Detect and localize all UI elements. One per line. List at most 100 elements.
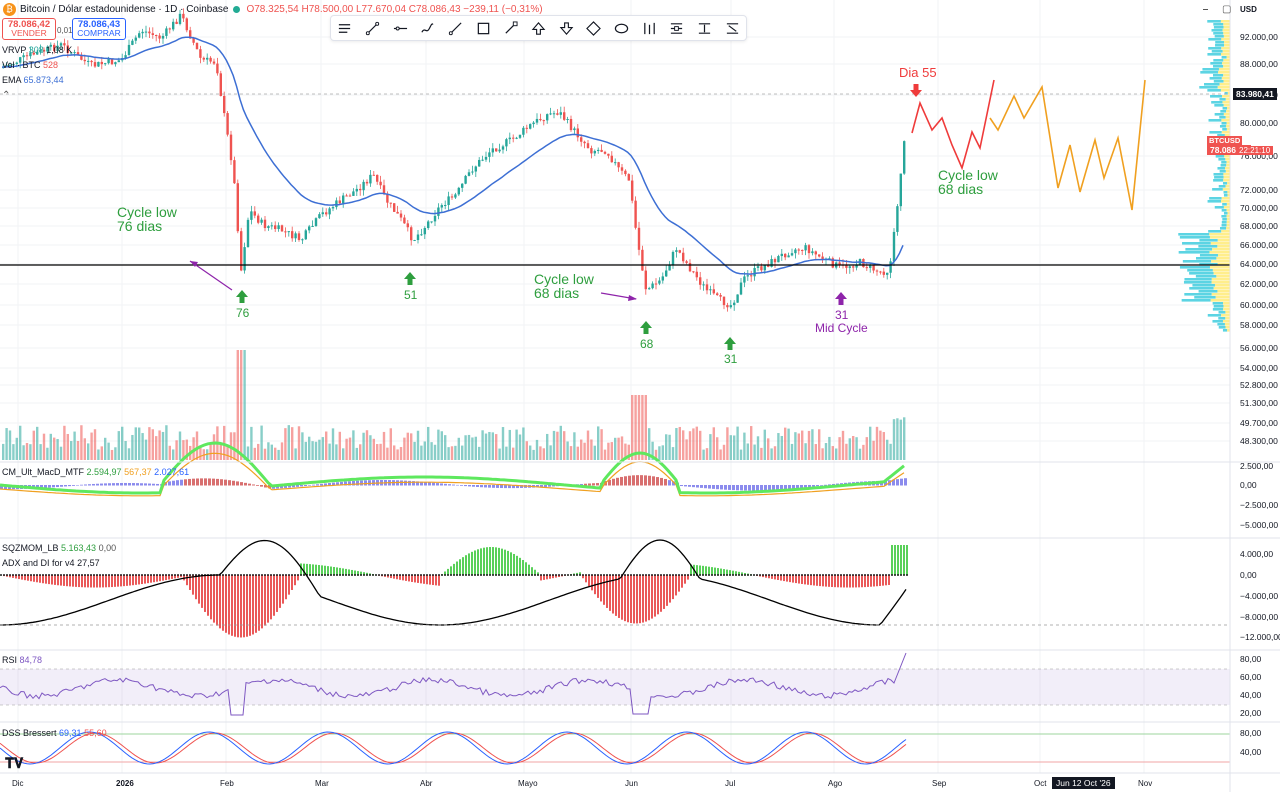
volume-profile-bar — [1213, 179, 1224, 182]
sqz-histogram-bar — [702, 565, 704, 576]
brush-icon[interactable] — [419, 19, 437, 37]
volume-profile-bar — [1192, 284, 1215, 287]
macd-legend[interactable]: CM_Ult_MacD_MTF 2.594,97 567,37 2.027,61 — [2, 467, 190, 477]
candle-body — [576, 128, 579, 138]
sqz-dot — [399, 574, 401, 576]
sqz-dot — [195, 574, 197, 576]
sell-button[interactable]: 78.086,42 VENDER — [2, 18, 56, 40]
projection-red[interactable] — [911, 79, 995, 171]
macd-histogram-bar — [732, 485, 735, 491]
symbol-title[interactable]: Bitcoin / Dólar estadounidense · 1D · Co… — [20, 3, 229, 15]
volume-bar — [185, 439, 188, 460]
tradingview-logo-icon[interactable]: 𝐓𝐕 — [5, 755, 24, 771]
sqz-histogram-bar — [579, 572, 581, 576]
ray-icon[interactable] — [446, 19, 464, 37]
projection-orange[interactable] — [989, 79, 1146, 211]
sqz-dot — [516, 574, 518, 576]
sqz-histogram-bar — [435, 575, 437, 586]
candle-body — [236, 183, 239, 232]
macd-histogram-bar — [196, 478, 199, 486]
cycle-low-68-projection-label[interactable]: Cycle low 68 dias — [938, 167, 998, 197]
date-range-icon[interactable] — [668, 19, 686, 37]
volume-profile-bar — [1222, 218, 1227, 221]
sqz-dot — [135, 574, 137, 576]
macd-histogram-bar — [628, 475, 631, 486]
sqz-dot — [864, 574, 866, 576]
measure-icon[interactable] — [723, 19, 741, 37]
candle-body — [699, 277, 702, 285]
volume-bar — [131, 434, 134, 460]
macd-histogram-bar — [192, 478, 195, 486]
sqz-dot — [885, 574, 887, 576]
volume-bar — [233, 432, 236, 460]
macd-histogram-bar — [280, 485, 283, 489]
candle-body — [97, 61, 100, 67]
sqz-dot — [153, 574, 155, 576]
macd-histogram-bar — [308, 485, 311, 486]
candle-body — [291, 231, 294, 239]
arrow-up-icon[interactable] — [529, 19, 547, 37]
sqz-dot — [459, 574, 461, 576]
volume-bar — [39, 444, 42, 460]
sqz-histogram-bar — [333, 566, 335, 576]
long-position-icon[interactable] — [640, 19, 658, 37]
macd-pane[interactable] — [0, 441, 907, 497]
sqz-dot — [639, 574, 641, 576]
sell-label: VENDER — [11, 28, 47, 38]
dss-pane[interactable] — [0, 731, 1230, 765]
macd-histogram-bar — [896, 479, 899, 486]
volume-profile-bar — [1210, 95, 1223, 98]
maximize-icon[interactable]: ▢ — [1222, 4, 1232, 15]
candle-body — [780, 253, 783, 257]
candle-body — [879, 271, 882, 273]
adx-line — [0, 539, 907, 626]
candle-body — [382, 185, 386, 194]
volume-profile-bar — [1221, 314, 1230, 317]
cycle-low-68-label[interactable]: Cycle low 68 dias — [534, 271, 594, 301]
arrow-down-icon[interactable] — [557, 19, 575, 37]
candle-body — [593, 150, 596, 154]
pen-icon[interactable] — [336, 19, 354, 37]
arrow-marker-icon[interactable] — [585, 19, 603, 37]
candle-body — [777, 256, 780, 263]
candle-body — [845, 265, 848, 268]
path-icon[interactable] — [502, 19, 520, 37]
horizontal-line-icon[interactable] — [391, 19, 409, 37]
candle-body — [287, 231, 290, 233]
squeeze-momentum-pane[interactable] — [0, 539, 1230, 638]
volume-bar — [168, 445, 171, 460]
ellipse-icon[interactable] — [612, 19, 630, 37]
vrvp-legend[interactable]: VRVP 308 1,08 K — [2, 45, 73, 55]
candle-body — [87, 60, 90, 62]
candle-body — [260, 219, 263, 223]
currency-label[interactable]: USD — [1240, 5, 1257, 14]
volume-bar — [158, 430, 161, 460]
collapse-legend-chevron-icon[interactable]: ⌃ — [2, 90, 11, 101]
macd-histogram-bar — [456, 484, 459, 486]
sqz-histogram-bar — [516, 555, 518, 576]
volume-bar — [648, 428, 651, 460]
ema-legend[interactable]: EMA 65.873,44 — [2, 75, 64, 85]
cycle-low-76-label[interactable]: Cycle low 76 dias — [117, 204, 177, 234]
minimize-icon[interactable]: ⎯ — [1203, 4, 1208, 15]
price-range-icon[interactable] — [695, 19, 713, 37]
sqz-histogram-bar — [504, 549, 506, 576]
dss-legend[interactable]: DSS Bressert 69,31 55,60 — [2, 728, 107, 738]
volume-profile-bar — [1223, 302, 1230, 305]
rsi-legend[interactable]: RSI 84,78 — [2, 655, 43, 665]
sqz-histogram-bar — [474, 550, 476, 576]
adx-legend[interactable]: ADX and DI for v4 27,57 — [2, 558, 100, 568]
volume-bar — [586, 430, 590, 460]
dia55-label[interactable]: Dia 55 — [899, 65, 937, 80]
candle-body — [318, 214, 321, 219]
volume-bar — [865, 437, 868, 460]
rectangle-icon[interactable] — [474, 19, 492, 37]
sqz-histogram-bar — [27, 575, 29, 581]
volume-bar — [549, 445, 552, 460]
sqz-legend[interactable]: SQZMOM_LB 5.163,43 0,00 — [2, 543, 117, 553]
rsi-pane[interactable] — [0, 652, 1230, 716]
volume-legend[interactable]: Vol · BTC 528 — [2, 60, 59, 70]
buy-button[interactable]: 78.086,43 COMPRAR — [72, 18, 126, 40]
trend-line-icon[interactable] — [363, 19, 381, 37]
